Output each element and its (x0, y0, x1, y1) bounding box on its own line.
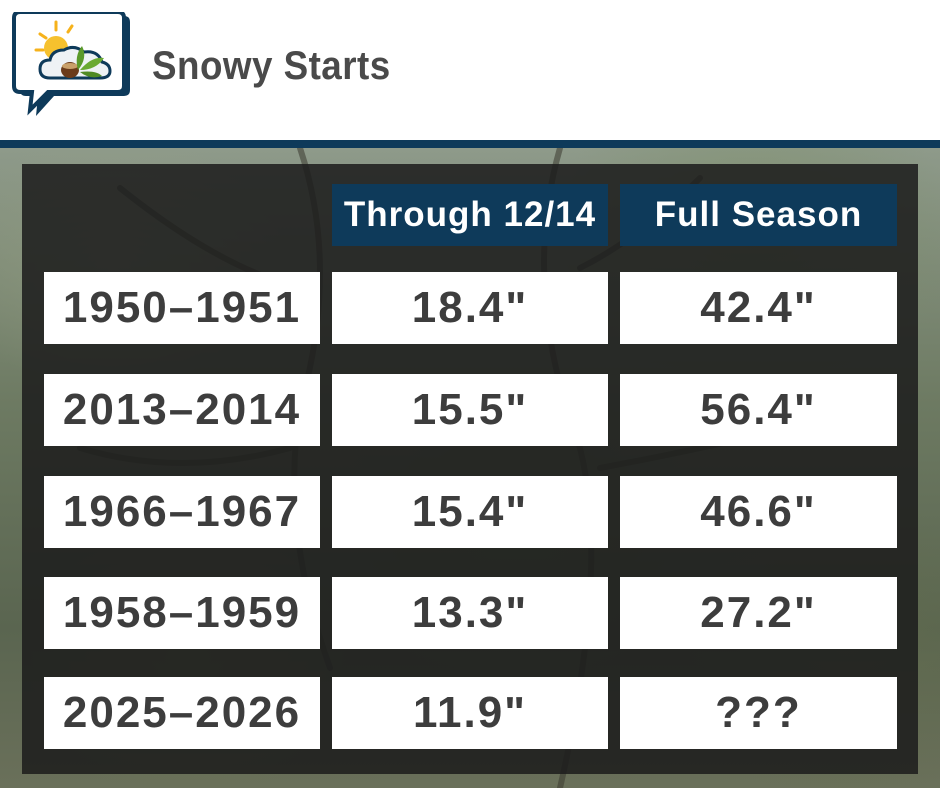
through-cell: 11.9" (332, 677, 608, 749)
weather-speech-bubble-icon (12, 12, 130, 116)
through-cell: 15.4" (332, 476, 608, 548)
through-cell: 18.4" (332, 272, 608, 344)
full-season-cell: 27.2" (620, 577, 897, 649)
table-panel (22, 164, 918, 774)
full-season-cell: ??? (620, 677, 897, 749)
header: Snowy Starts (0, 0, 940, 140)
season-cell: 2013–2014 (44, 374, 320, 446)
column-header-full-season: Full Season (620, 184, 897, 246)
page-title: Snowy Starts (152, 44, 391, 88)
season-cell: 1950–1951 (44, 272, 320, 344)
season-cell: 1958–1959 (44, 577, 320, 649)
header-divider (0, 140, 940, 148)
season-cell: 2025–2026 (44, 677, 320, 749)
season-cell: 1966–1967 (44, 476, 320, 548)
full-season-cell: 56.4" (620, 374, 897, 446)
through-cell: 13.3" (332, 577, 608, 649)
column-header-through: Through 12/14 (332, 184, 608, 246)
full-season-cell: 46.6" (620, 476, 897, 548)
full-season-cell: 42.4" (620, 272, 897, 344)
through-cell: 15.5" (332, 374, 608, 446)
